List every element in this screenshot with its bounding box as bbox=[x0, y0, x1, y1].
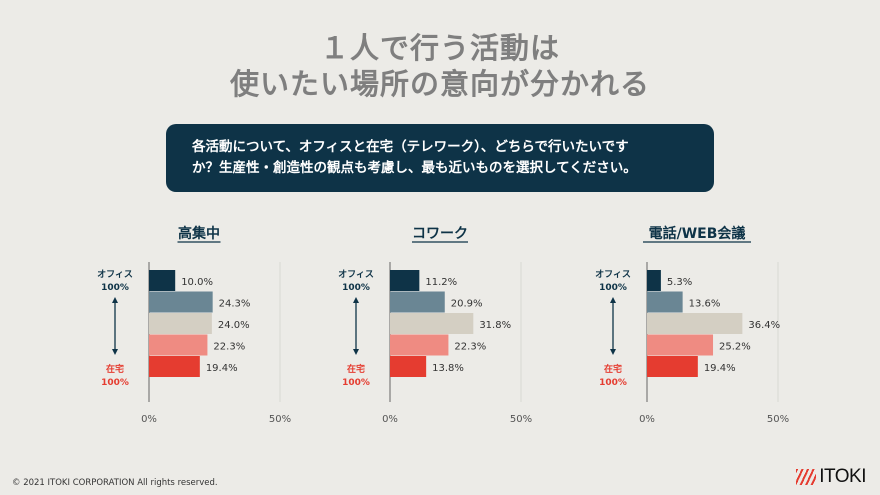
bar bbox=[390, 356, 427, 377]
bar bbox=[390, 334, 449, 356]
data-label: 22.3% bbox=[454, 342, 486, 353]
bar bbox=[390, 270, 420, 291]
tick-label: 0% bbox=[639, 414, 655, 425]
bar bbox=[149, 334, 208, 356]
bar bbox=[647, 270, 661, 291]
bar bbox=[149, 313, 212, 334]
home-percent: 100% bbox=[101, 378, 129, 388]
data-label: 20.9% bbox=[451, 299, 483, 310]
data-label: 10.0% bbox=[181, 277, 213, 288]
arrow-down-icon bbox=[353, 349, 359, 355]
bar bbox=[647, 313, 743, 334]
title-line-2: 使いたい場所の意向が分かれる bbox=[229, 67, 650, 101]
office-label: オフィス bbox=[338, 269, 374, 280]
page-title: １人で行う活動は 使いたい場所の意向が分かれる bbox=[0, 30, 880, 102]
home-percent: 100% bbox=[342, 378, 370, 388]
arrow-up-icon bbox=[610, 297, 616, 303]
tick-label: 50% bbox=[510, 414, 532, 425]
data-label: 11.2% bbox=[425, 277, 457, 288]
logo-mark-icon bbox=[796, 469, 817, 485]
data-label: 13.8% bbox=[432, 363, 464, 374]
title-line-1: １人で行う活動は bbox=[319, 31, 560, 65]
data-label: 19.4% bbox=[704, 363, 736, 374]
bar bbox=[390, 313, 474, 334]
question-line-1: 各活動について、オフィスと在宅（テレワーク）、どちらで行いたいです bbox=[192, 139, 629, 155]
data-label: 22.3% bbox=[213, 342, 245, 353]
tick-label: 0% bbox=[382, 414, 398, 425]
data-label: 36.4% bbox=[748, 320, 780, 331]
data-label: 31.8% bbox=[479, 320, 511, 331]
itoki-logo: ITOKI bbox=[796, 466, 866, 488]
tick-label: 50% bbox=[269, 414, 291, 425]
bar bbox=[149, 356, 200, 377]
arrow-down-icon bbox=[610, 349, 616, 355]
data-label: 5.3% bbox=[667, 277, 692, 288]
home-percent: 100% bbox=[599, 378, 627, 388]
arrow-up-icon bbox=[112, 297, 118, 303]
question-line-2: か？生産性・創造性の観点も考慮し、最も近いものを選択してください。 bbox=[192, 160, 637, 176]
bar bbox=[149, 270, 176, 291]
chart-title: 電話/WEB会議 bbox=[649, 225, 746, 242]
office-label: オフィス bbox=[595, 269, 631, 280]
data-label: 19.4% bbox=[206, 363, 238, 374]
bar bbox=[647, 334, 714, 356]
bar bbox=[647, 291, 683, 313]
bar bbox=[647, 356, 698, 377]
office-label: オフィス bbox=[97, 269, 133, 280]
office-percent: 100% bbox=[599, 283, 627, 293]
tick-label: 0% bbox=[141, 414, 157, 425]
office-percent: 100% bbox=[342, 283, 370, 293]
data-label: 24.0% bbox=[218, 320, 250, 331]
bar bbox=[149, 291, 213, 313]
chart-title: 高集中 bbox=[178, 225, 220, 242]
arrow-down-icon bbox=[112, 349, 118, 355]
home-label: 在宅 bbox=[604, 363, 622, 375]
question-box: 各活動について、オフィスと在宅（テレワーク）、どちらで行いたいです か？生産性・… bbox=[166, 124, 714, 192]
home-label: 在宅 bbox=[347, 363, 365, 375]
home-label: 在宅 bbox=[106, 363, 124, 375]
data-label: 24.3% bbox=[219, 299, 251, 310]
data-label: 25.2% bbox=[719, 342, 751, 353]
tick-label: 50% bbox=[767, 414, 789, 425]
office-percent: 100% bbox=[101, 283, 129, 293]
bar bbox=[390, 291, 445, 313]
logo-text: ITOKI bbox=[819, 466, 866, 487]
arrow-up-icon bbox=[353, 297, 359, 303]
copyright: © 2021 ITOKI CORPORATION All rights rese… bbox=[12, 478, 218, 488]
data-label: 13.6% bbox=[689, 299, 721, 310]
chart-title: コワーク bbox=[412, 226, 468, 242]
